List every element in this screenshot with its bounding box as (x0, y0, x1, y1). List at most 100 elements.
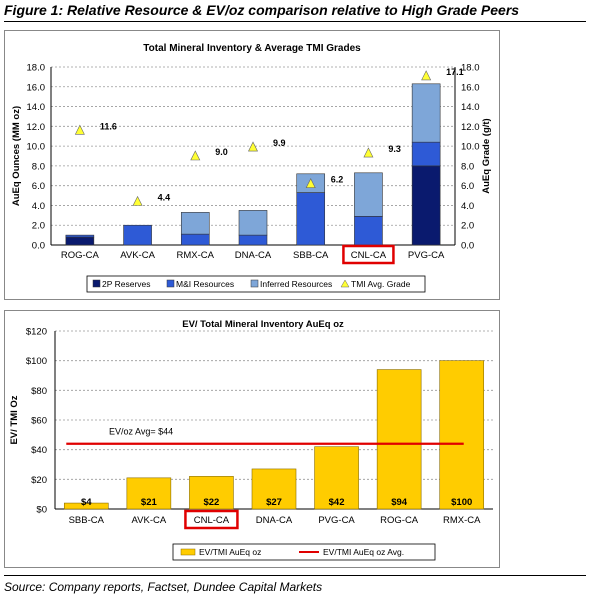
chart1-legend-marker (340, 279, 350, 288)
chart2-bar (314, 446, 359, 510)
source-rule (4, 575, 586, 576)
chart1-bar-inferred-resources (180, 212, 210, 235)
chart1-grade-marker (421, 70, 432, 81)
chart2-data-label: $42 (329, 497, 345, 508)
chart1-ytick-left: 10.0 (27, 142, 46, 153)
chart2-data-label: $22 (203, 497, 219, 508)
chart2-average-label: EV/oz Avg= $44 (109, 427, 173, 437)
chart1-ytick-right: 6.0 (461, 181, 474, 192)
chart1-ytick-right: 2.0 (461, 221, 474, 232)
chart2-ytick: $0 (36, 505, 47, 516)
chart2-legend-label: EV/TMI AuEq oz (199, 547, 261, 557)
chart1-ytick-right: 18.0 (461, 63, 480, 74)
chart1-xtick: CNL-CA (351, 250, 387, 261)
chart1-ytick-left: 16.0 (27, 82, 46, 93)
chart2-bar (376, 369, 422, 510)
chart2-title: EV/ Total Mineral Inventory AuEq oz (182, 319, 344, 330)
chart1-xtick: AVK-CA (120, 250, 155, 261)
resource-chart-panel: Total Mineral Inventory & Average TMI Gr… (4, 30, 500, 300)
chart2-data-label: $100 (451, 497, 472, 508)
chart2-bar (251, 468, 297, 510)
chart2-ylabel: EV/ TMI Oz (9, 395, 20, 444)
chart1-bar-m-i-resources (411, 141, 441, 167)
chart2-ytick: $100 (26, 356, 47, 367)
chart2-legend-swatch (180, 548, 196, 556)
chart1-title: Total Mineral Inventory & Average TMI Gr… (143, 43, 361, 54)
source-note: Source: Company reports, Factset, Dundee… (4, 580, 323, 594)
chart1-grade-label: 9.0 (215, 147, 228, 157)
chart2-xtick: RMX-CA (443, 515, 481, 526)
ev-chart: EV/ Total Mineral Inventory AuEq oz $0 $20… (9, 319, 493, 561)
chart2-ytick: $40 (31, 445, 47, 456)
chart1-ytick-left: 2.0 (32, 221, 45, 232)
chart1-bar-inferred-resources (238, 210, 268, 236)
chart2-xtick: PVG-CA (318, 515, 355, 526)
chart2-xtick: CNL-CA (194, 515, 230, 526)
chart1-y2label: AuEq Grade (g/t) (481, 118, 492, 193)
chart1-bar-inferred-resources (354, 172, 383, 217)
chart1-xtick: ROG-CA (61, 250, 100, 261)
chart1-bar-inferred-resources (411, 83, 441, 143)
chart2-data-label: $4 (81, 497, 92, 508)
chart2-data-label: $94 (391, 497, 408, 508)
chart1-ytick-right: 0.0 (461, 241, 474, 252)
figure-title: Figure 1: Relative Resource & EV/oz comp… (4, 2, 520, 18)
chart1-grade-marker (248, 141, 258, 152)
chart2-ytick: $80 (31, 386, 47, 397)
chart1-bar-m-i-resources (180, 233, 210, 246)
chart1-legend-swatch (92, 279, 101, 288)
chart1-xtick: RMX-CA (177, 250, 215, 261)
chart1-bar-m-i-resources (123, 224, 152, 246)
ev-chart-panel: EV/ Total Mineral Inventory AuEq oz $0 $20… (4, 310, 500, 568)
chart1-ytick-left: 14.0 (27, 102, 46, 113)
chart2-data-label: $27 (266, 497, 282, 508)
chart1-bar-2p-reserves (411, 165, 441, 246)
chart1-ytick-right: 10.0 (461, 142, 480, 153)
chart1-grade-marker (132, 195, 143, 206)
chart1-grade-label: 9.9 (273, 138, 286, 148)
chart1-ytick-left: 18.0 (27, 63, 46, 74)
chart1-xtick: SBB-CA (293, 250, 329, 261)
chart1-ytick-right: 4.0 (461, 201, 474, 212)
chart1-ytick-left: 0.0 (32, 241, 45, 252)
chart1-ytick-right: 8.0 (461, 161, 474, 172)
resource-chart: Total Mineral Inventory & Average TMI Gr… (11, 43, 492, 293)
chart2-highlight-box (184, 509, 239, 530)
chart1-xtick: PVG-CA (408, 250, 445, 261)
chart1-grade-marker (190, 150, 201, 161)
chart1-grade-marker (305, 178, 316, 188)
chart1-ytick-left: 4.0 (32, 201, 45, 212)
chart2-bar (126, 477, 172, 510)
chart1-grade-label: 6.2 (331, 175, 344, 185)
chart1-highlight-box (342, 244, 395, 265)
chart2-ytick: $120 (26, 327, 47, 338)
chart1-bar-2p-reserves (65, 236, 95, 246)
chart1-ytick-right: 16.0 (461, 82, 480, 93)
chart1-legend-swatch (166, 279, 175, 288)
chart1-grade-label: 17.1 (446, 67, 464, 77)
chart2-legend-label: EV/TMI AuEq oz Avg. (323, 547, 404, 557)
chart1-ytick-left: 8.0 (32, 161, 45, 172)
chart1-legend-label: M&I Resources (176, 279, 234, 289)
chart1-ytick-right: 14.0 (461, 102, 480, 113)
chart1-legend-label: 2P Reserves (102, 279, 151, 289)
title-rule (4, 21, 586, 22)
chart2-xtick: SBB-CA (69, 515, 105, 526)
chart2-ytick: $60 (31, 416, 47, 427)
chart1-bar-m-i-resources (65, 234, 95, 238)
chart1-legend-swatch (250, 279, 259, 288)
chart2-ytick: $20 (31, 475, 47, 486)
chart1-bar-m-i-resources (296, 192, 326, 246)
chart2-xtick: ROG-CA (380, 515, 419, 526)
chart2-bar (63, 502, 109, 510)
chart2-xtick: DNA-CA (256, 515, 293, 526)
chart1-bar-m-i-resources (238, 234, 268, 246)
chart1-ytick-right: 12.0 (461, 122, 480, 133)
chart2-data-label: $21 (141, 497, 158, 508)
chart1-grade-marker (363, 147, 374, 158)
chart1-grade-label: 11.6 (100, 121, 117, 131)
chart1-ytick-left: 12.0 (27, 122, 46, 133)
chart1-bar-m-i-resources (354, 216, 383, 246)
chart1-legend-label: TMI Avg. Grade (351, 279, 411, 289)
chart1-ylabel: AuEq Ounces (MM oz) (11, 106, 22, 206)
